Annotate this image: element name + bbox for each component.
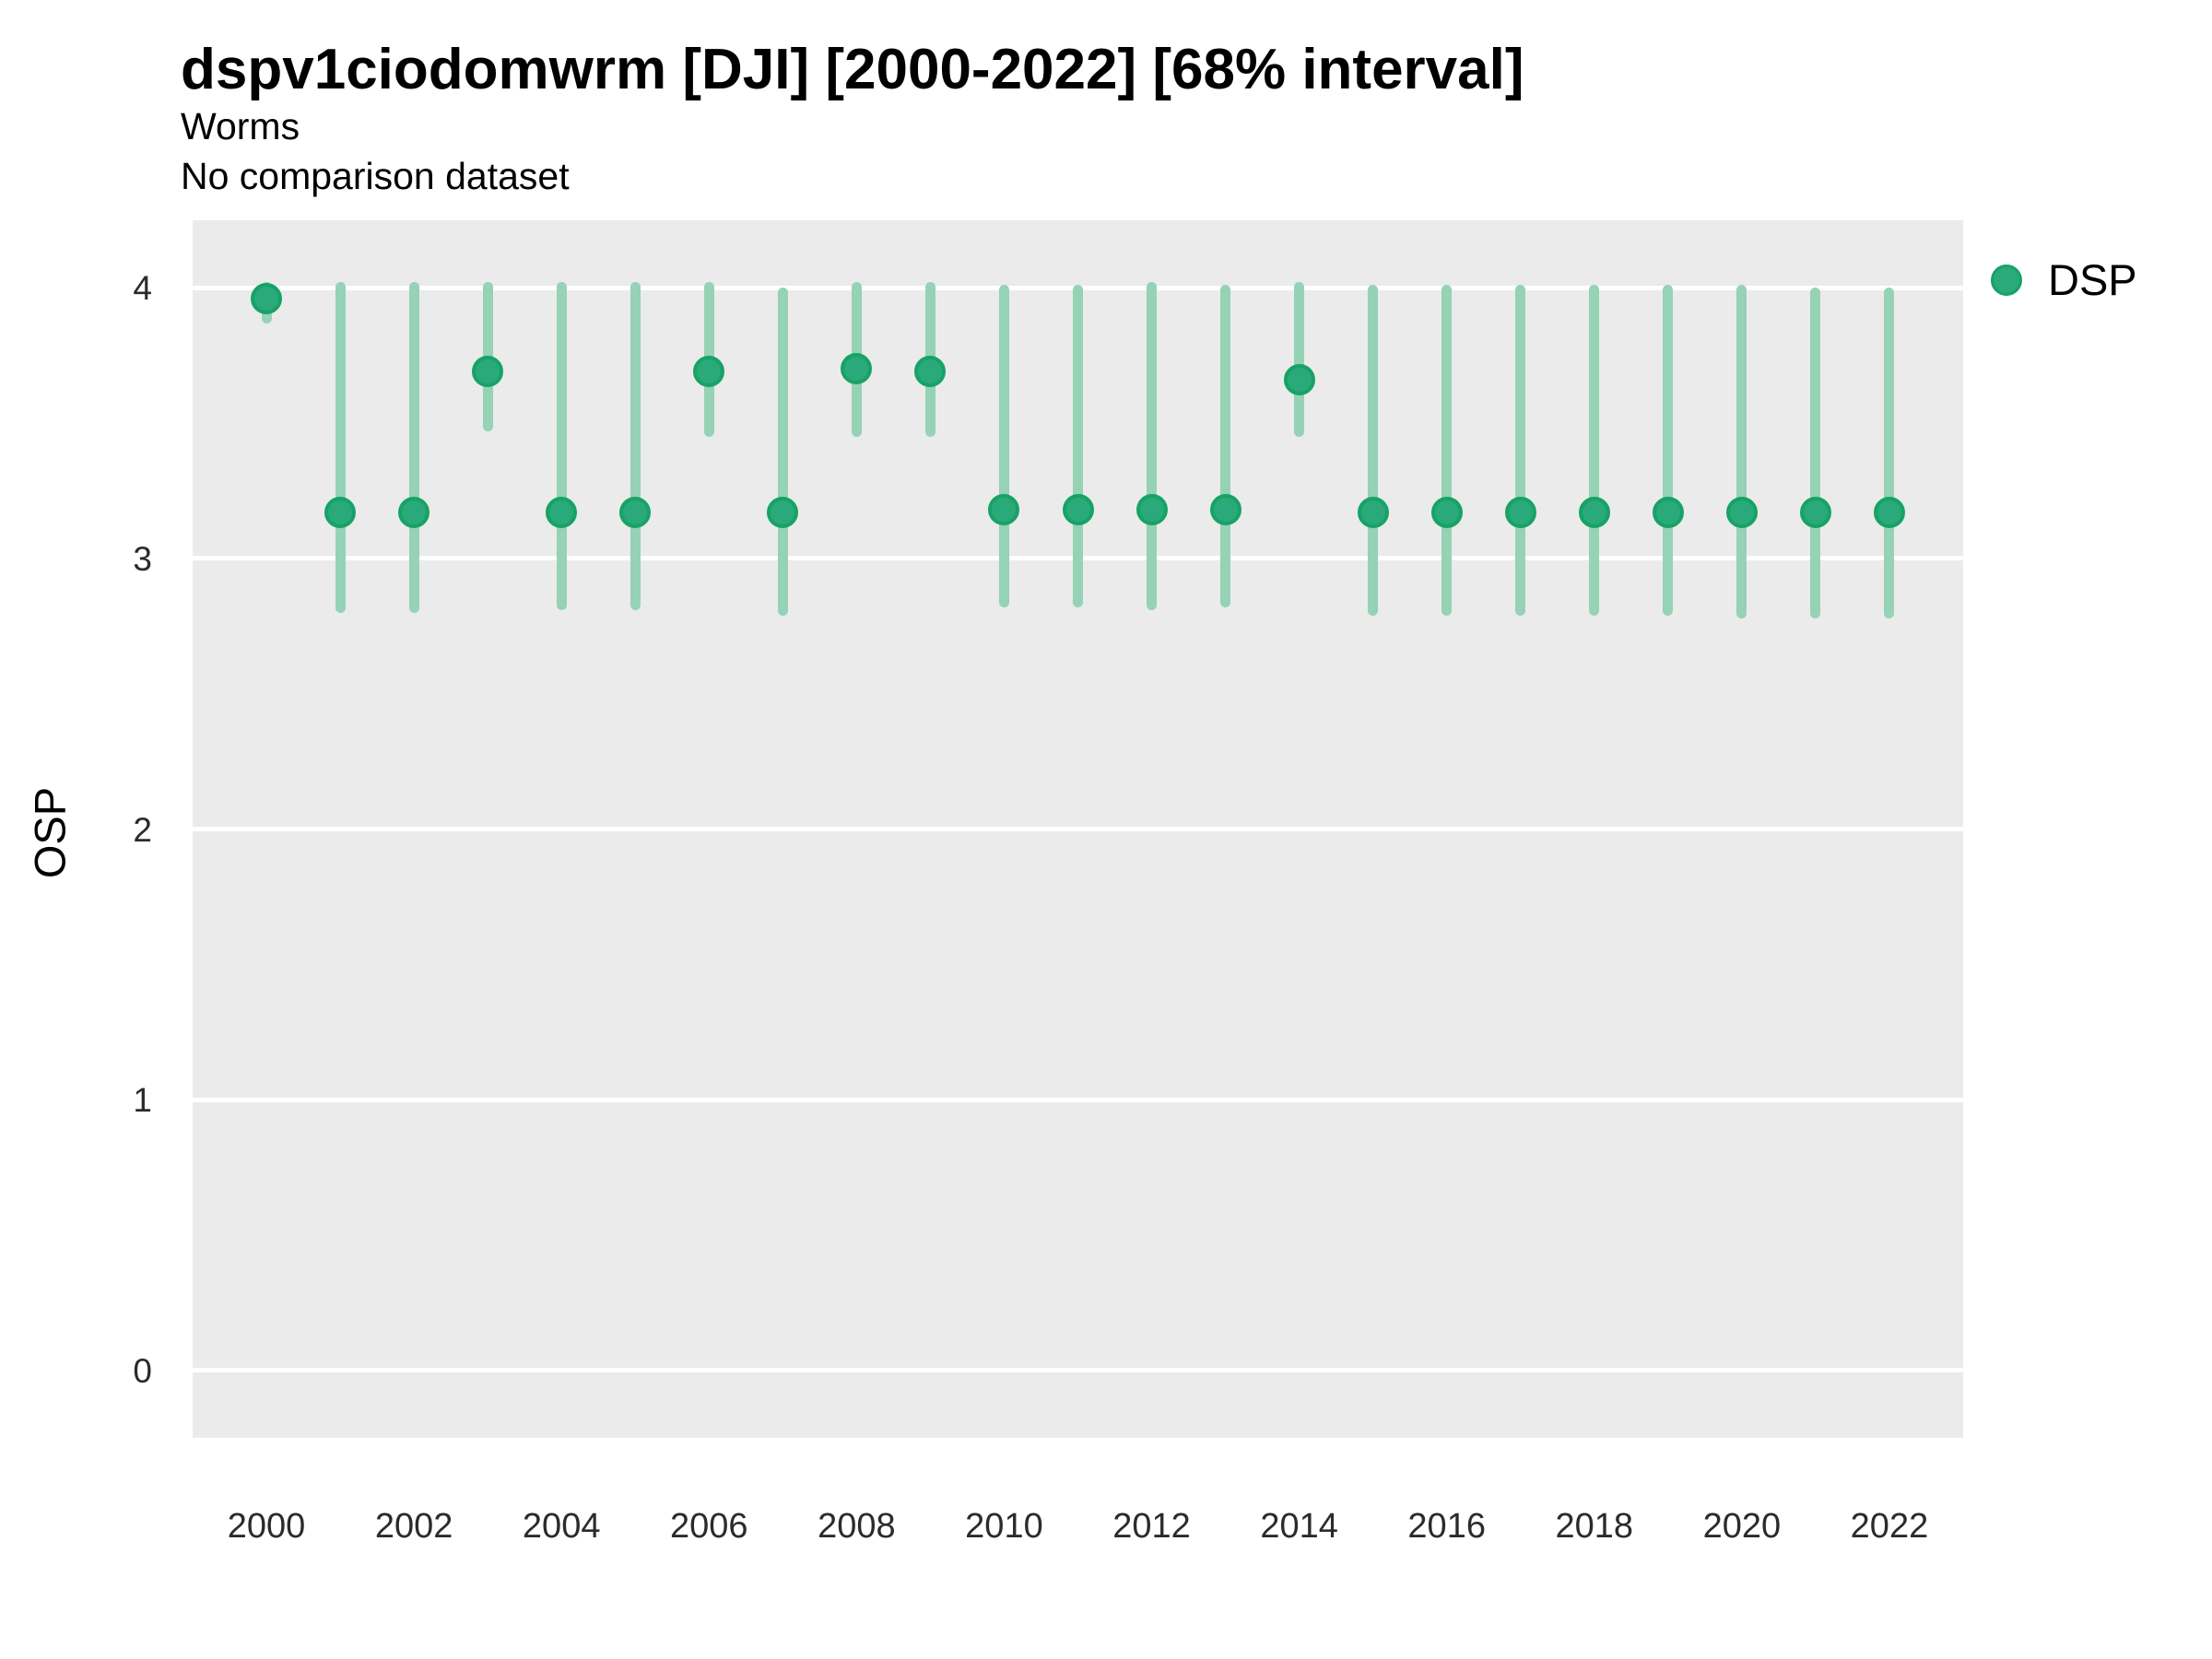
data-point <box>1799 497 1831 529</box>
gridline <box>193 1368 1963 1373</box>
x-tick-label: 2022 <box>1850 1507 1929 1546</box>
interval-bar <box>1220 285 1231 607</box>
interval-bar <box>1589 285 1600 616</box>
gridline <box>193 827 1963 831</box>
interval-bar <box>1147 282 1158 610</box>
interval-bar <box>998 285 1009 607</box>
data-point <box>324 497 357 529</box>
interval-bar <box>1810 288 1821 618</box>
data-point <box>1725 497 1758 529</box>
interval-bar <box>777 288 788 616</box>
x-tick-label: 2006 <box>670 1507 748 1546</box>
interval-bar <box>1294 282 1305 437</box>
interval-bar <box>408 282 419 613</box>
legend: DSP <box>1991 254 2137 305</box>
data-point <box>767 497 799 529</box>
data-point <box>619 497 652 529</box>
y-tick-label: 0 <box>133 1351 152 1390</box>
interval-bar <box>1515 285 1526 616</box>
y-tick-label: 4 <box>133 269 152 308</box>
data-point <box>1873 497 1905 529</box>
legend-marker-circle-icon <box>1991 264 2022 296</box>
data-point <box>1652 497 1684 529</box>
data-point <box>1135 494 1168 526</box>
data-point <box>1504 497 1536 529</box>
interval-bar <box>1884 288 1895 618</box>
chart-note: No comparison dataset <box>181 155 570 197</box>
data-point <box>1578 497 1610 529</box>
interval-bar <box>1441 285 1453 616</box>
data-point <box>988 494 1020 526</box>
x-tick-label: 2002 <box>374 1507 453 1546</box>
interval-bar <box>335 282 346 613</box>
data-point <box>1283 364 1315 396</box>
interval-bar <box>1368 285 1379 616</box>
gridline <box>193 1097 1963 1102</box>
chart-title: dspv1ciodomwrm [DJI] [2000-2022] [68% in… <box>181 38 1524 101</box>
y-tick-label: 2 <box>133 810 152 849</box>
data-point <box>841 353 873 385</box>
y-tick-label: 1 <box>133 1081 152 1120</box>
x-tick-label: 2004 <box>522 1507 601 1546</box>
interval-bar <box>1736 285 1747 618</box>
data-point <box>1357 497 1389 529</box>
x-tick-label: 2000 <box>227 1507 306 1546</box>
x-tick-label: 2010 <box>965 1507 1043 1546</box>
data-point <box>546 497 578 529</box>
data-point <box>398 497 430 529</box>
data-point <box>914 356 947 388</box>
data-point <box>1209 494 1241 526</box>
interval-bar <box>1663 285 1674 616</box>
plot-panel <box>193 220 1963 1438</box>
legend-label: DSP <box>2048 255 2137 304</box>
x-tick-label: 2016 <box>1407 1507 1486 1546</box>
interval-bar <box>1073 285 1083 607</box>
interval-bar <box>556 282 567 610</box>
x-tick-label: 2014 <box>1260 1507 1338 1546</box>
x-tick-label: 2020 <box>1702 1507 1782 1546</box>
interval-bar <box>629 282 641 610</box>
x-tick-label: 2018 <box>1555 1507 1634 1546</box>
y-tick-label: 3 <box>133 539 152 578</box>
x-tick-label: 2008 <box>818 1507 896 1546</box>
data-point <box>472 356 504 388</box>
data-point <box>1062 494 1094 526</box>
chart-subtitle: Worms <box>181 105 300 147</box>
data-point <box>693 356 725 388</box>
data-point <box>251 283 283 315</box>
x-tick-label: 2012 <box>1112 1507 1191 1546</box>
data-point <box>1430 497 1463 529</box>
